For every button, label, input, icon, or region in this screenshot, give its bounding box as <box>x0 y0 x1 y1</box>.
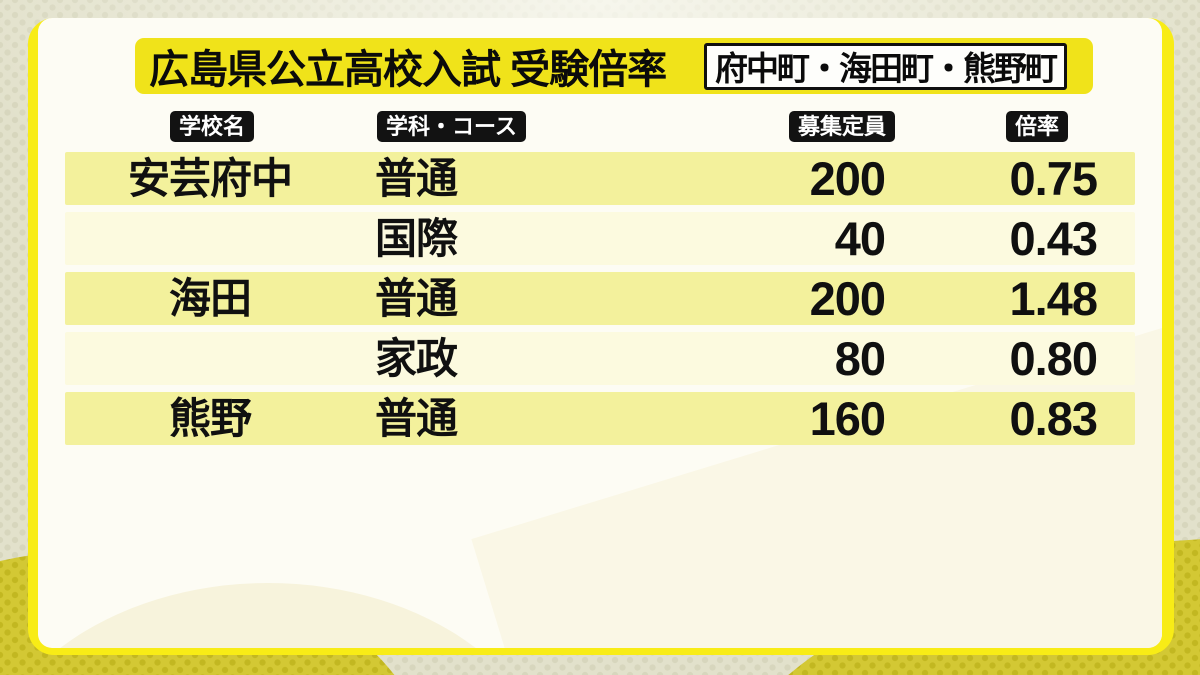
title-bar: 広島県公立高校入試 受験倍率 府中町・海田町・熊野町 <box>135 38 1093 94</box>
cell-school <box>65 332 355 385</box>
cell-capacity: 80 <box>834 332 886 385</box>
cell-ratio: 1.48 <box>1009 272 1098 325</box>
cell-ratio: 0.83 <box>1009 392 1098 445</box>
cell-capacity: 160 <box>809 392 886 445</box>
page-title: 広島県公立高校入試 受験倍率 <box>149 48 667 92</box>
cell-school: 海田 <box>168 275 252 322</box>
cell-capacity: 200 <box>809 152 886 205</box>
cell-capacity: 40 <box>834 212 886 265</box>
cell-school: 安芸府中 <box>127 155 293 202</box>
ratio-table: 学校名 学科・コース 募集定員 倍率 安芸府中 普通 200 0.75 国際 4… <box>65 111 1135 481</box>
column-header-ratio: 倍率 <box>1006 111 1069 142</box>
table-row: 家政 80 0.80 <box>65 332 1135 385</box>
table-row: 国際 40 0.43 <box>65 212 1135 265</box>
column-header-course: 学科・コース <box>377 111 526 142</box>
table-row: 安芸府中 普通 200 0.75 <box>65 152 1135 205</box>
cell-ratio: 0.75 <box>1009 152 1098 205</box>
region-badge: 府中町・海田町・熊野町 <box>704 42 1067 90</box>
table-row: 熊野 普通 160 0.83 <box>65 392 1135 445</box>
cell-ratio: 0.80 <box>1009 332 1098 385</box>
cell-course: 国際 <box>375 215 458 262</box>
cell-school: 熊野 <box>168 395 252 442</box>
cell-course: 普通 <box>375 395 458 442</box>
column-header-capacity: 募集定員 <box>789 111 896 142</box>
cell-capacity: 200 <box>809 272 886 325</box>
decor-circle <box>38 583 558 648</box>
cell-course: 普通 <box>375 155 458 202</box>
content-panel: 広島県公立高校入試 受験倍率 府中町・海田町・熊野町 学校名 学科・コース 募集… <box>38 18 1162 648</box>
cell-course: 普通 <box>375 275 458 322</box>
cell-course: 家政 <box>375 335 458 382</box>
region-badge-label: 府中町・海田町・熊野町 <box>715 50 1058 87</box>
column-header-school: 学校名 <box>170 111 255 142</box>
table-row: 海田 普通 200 1.48 <box>65 272 1135 325</box>
cell-ratio: 0.43 <box>1009 212 1098 265</box>
cell-school <box>65 212 355 265</box>
